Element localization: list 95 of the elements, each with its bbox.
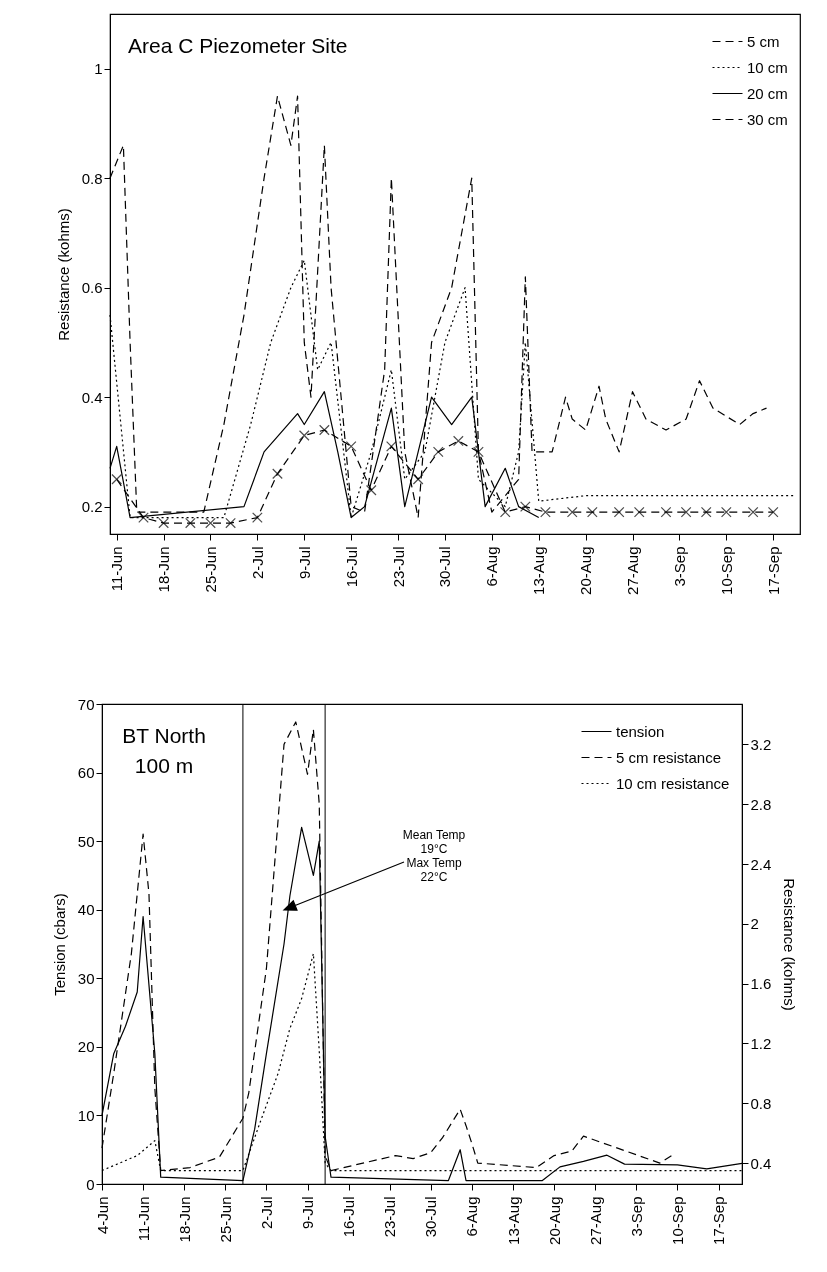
point <box>138 512 149 523</box>
legend-label: 20 cm <box>747 84 788 102</box>
point <box>386 441 397 452</box>
x-tick-label: 6-Aug <box>463 1196 481 1237</box>
legend-label: 10 cm resistance <box>616 774 730 792</box>
point <box>185 517 196 529</box>
point <box>453 435 464 447</box>
point <box>499 506 511 518</box>
x-tick-label: 4-Jun <box>93 1196 111 1235</box>
point <box>252 512 263 523</box>
text: Area C Piezometer Site <box>128 34 348 57</box>
legend-label: 5 cm resistance <box>616 748 722 766</box>
y-tick-label: 70 <box>77 695 95 713</box>
x-tick-label: 25-Jun <box>201 546 219 593</box>
point <box>365 484 377 496</box>
y2-tick-label: 2.8 <box>750 795 772 813</box>
point <box>158 517 169 529</box>
point <box>540 506 551 518</box>
x-tick-label: 16-Jul <box>342 546 360 588</box>
point <box>633 506 645 518</box>
y2-tick-label: 2 <box>750 915 759 933</box>
y2-tick-label: 2.4 <box>750 855 772 873</box>
y2-tick-label: 1.2 <box>750 1034 772 1052</box>
y-axis-title: Tension (cbars) <box>50 893 68 996</box>
point <box>680 506 692 518</box>
y2-tick-label: 0.8 <box>750 1094 772 1112</box>
point <box>586 506 598 518</box>
y-tick-label: 40 <box>77 901 95 919</box>
y-tick-label: 20 <box>77 1038 95 1056</box>
y-axis-title: Resistance (kohms) <box>54 208 72 341</box>
x-tick-label: 9-Jul <box>299 1196 316 1230</box>
point <box>345 441 357 452</box>
x-tick-label: 20-Aug <box>545 1196 563 1245</box>
y-tick-label: 50 <box>77 832 95 850</box>
x-tick-label: 9-Jul <box>295 546 313 580</box>
y-tick-label: 60 <box>77 764 95 782</box>
point <box>613 506 625 518</box>
y2-tick-label: 3.2 <box>750 735 772 753</box>
x-tick-label: 18-Jun <box>155 546 173 593</box>
y-tick-label: 30 <box>77 969 95 987</box>
y-tick-label: 0 <box>86 1175 95 1193</box>
x-tick-label: 27-Aug <box>586 1196 604 1245</box>
x-tick-label: 30-Jul <box>436 546 454 588</box>
x-tick-label: 10-Sep <box>717 546 735 595</box>
x-tick-label: 13-Aug <box>504 1196 522 1245</box>
x-tick-label: 16-Jul <box>340 1196 358 1238</box>
legend-label: 5 cm <box>747 32 780 50</box>
point <box>566 506 578 518</box>
x-tick-label: 11-Jun <box>134 1196 152 1242</box>
point <box>412 473 424 485</box>
legend-label: 30 cm <box>747 110 788 128</box>
point <box>473 446 484 458</box>
x-tick-label: 23-Jul <box>389 546 407 588</box>
point <box>298 430 310 441</box>
legend-label: tension <box>616 722 665 740</box>
y-tick-label: 1 <box>94 60 103 78</box>
x-tick-label: 13-Aug <box>530 546 548 595</box>
x-tick-label: 6-Aug <box>483 546 501 587</box>
x-tick-label: 2-Jul <box>248 546 266 580</box>
point <box>225 517 236 529</box>
point <box>700 506 712 518</box>
annotation: Mean Temp 19°C Max Temp 22°C <box>402 828 466 884</box>
point <box>205 517 216 529</box>
legend-label: 10 cm <box>747 58 788 76</box>
point <box>747 506 759 518</box>
point <box>660 506 672 518</box>
x-tick-label: 2-Jul <box>257 1196 275 1230</box>
point <box>111 473 123 485</box>
text: BT North 100 m <box>122 724 206 777</box>
point <box>272 468 283 480</box>
point <box>520 501 531 512</box>
y-tick-label: 0.6 <box>81 279 103 297</box>
x-tick-label: 10-Sep <box>668 1196 686 1245</box>
point <box>319 424 330 436</box>
x-tick-label: 11-Jun <box>108 546 126 592</box>
x-tick-label: 17-Sep <box>710 1196 728 1245</box>
x-tick-label: 3-Sep <box>627 1196 645 1237</box>
point <box>767 506 779 518</box>
y2-tick-label: 0.4 <box>750 1154 772 1172</box>
x-tick-label: 23-Jul <box>381 1196 399 1238</box>
x-tick-label: 30-Jul <box>422 1196 440 1238</box>
y2-axis-title: Resistance (kohms) <box>781 878 799 1011</box>
point <box>432 446 444 458</box>
y-tick-label: 0.2 <box>81 498 103 516</box>
point <box>720 506 732 518</box>
y2-tick-label: 1.6 <box>750 975 772 993</box>
y-tick-label: 0.8 <box>81 169 103 187</box>
y-tick-label: 10 <box>77 1106 95 1124</box>
x-tick-label: 25-Jun <box>216 1196 234 1243</box>
x-tick-label: 20-Aug <box>577 546 595 595</box>
x-tick-label: 17-Sep <box>764 546 782 595</box>
y-tick-label: 0.4 <box>81 388 103 406</box>
x-tick-label: 18-Jun <box>175 1196 193 1243</box>
x-tick-label: 27-Aug <box>624 546 642 595</box>
x-tick-label: 3-Sep <box>670 546 688 587</box>
